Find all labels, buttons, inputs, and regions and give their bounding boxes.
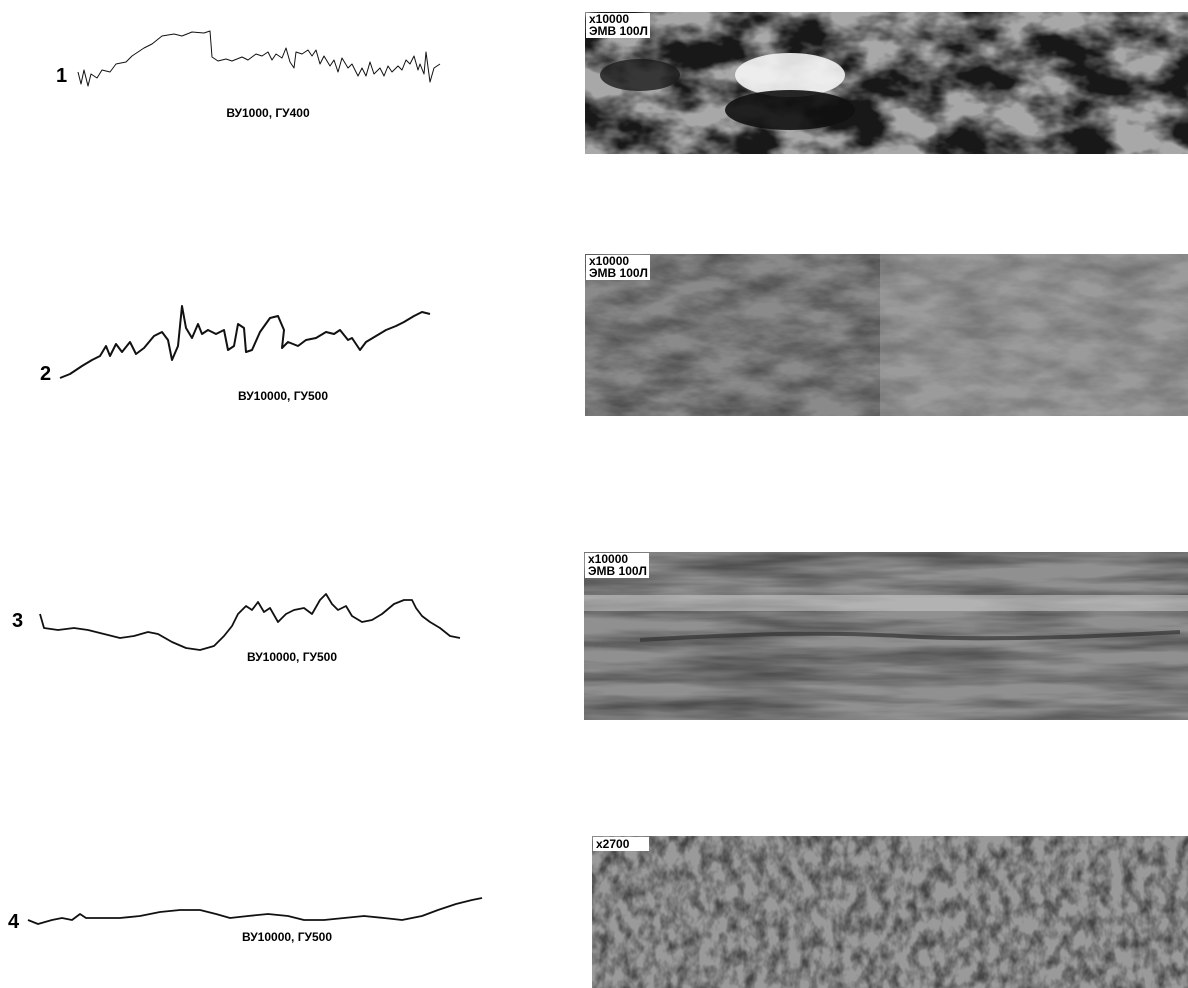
profile-label: ВУ10000, ГУ500 (238, 389, 328, 403)
row-number: 2 (40, 363, 51, 385)
row-number: 4 (8, 911, 20, 933)
image-label: ЭМВ 100Л (589, 266, 648, 280)
sem-feature (600, 59, 680, 91)
sem-feature (584, 595, 1188, 611)
profile-line (40, 594, 460, 650)
profile-label: ВУ10000, ГУ500 (247, 650, 337, 664)
image-label: x2700 (596, 837, 630, 851)
sem-feature (880, 254, 1188, 416)
sem-feature (725, 90, 855, 130)
row-number: 3 (12, 610, 23, 632)
sem-image (592, 836, 1188, 988)
figure: 1 ВУ1000, ГУ400 x10000 ЭМВ 100Л 2 ВУ1000… (0, 0, 1188, 988)
image-label: ЭМВ 100Л (589, 24, 648, 38)
profile-label: ВУ1000, ГУ400 (226, 106, 310, 120)
sem-image (585, 12, 1188, 154)
profile-line (28, 898, 482, 924)
image-label: ЭМВ 100Л (588, 564, 647, 578)
profile-line (78, 31, 440, 86)
row-number: 1 (56, 65, 67, 87)
profile-label: ВУ10000, ГУ500 (242, 930, 332, 944)
profile-line (60, 306, 430, 378)
